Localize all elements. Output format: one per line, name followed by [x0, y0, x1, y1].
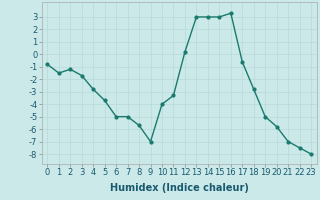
X-axis label: Humidex (Indice chaleur): Humidex (Indice chaleur)	[110, 183, 249, 193]
